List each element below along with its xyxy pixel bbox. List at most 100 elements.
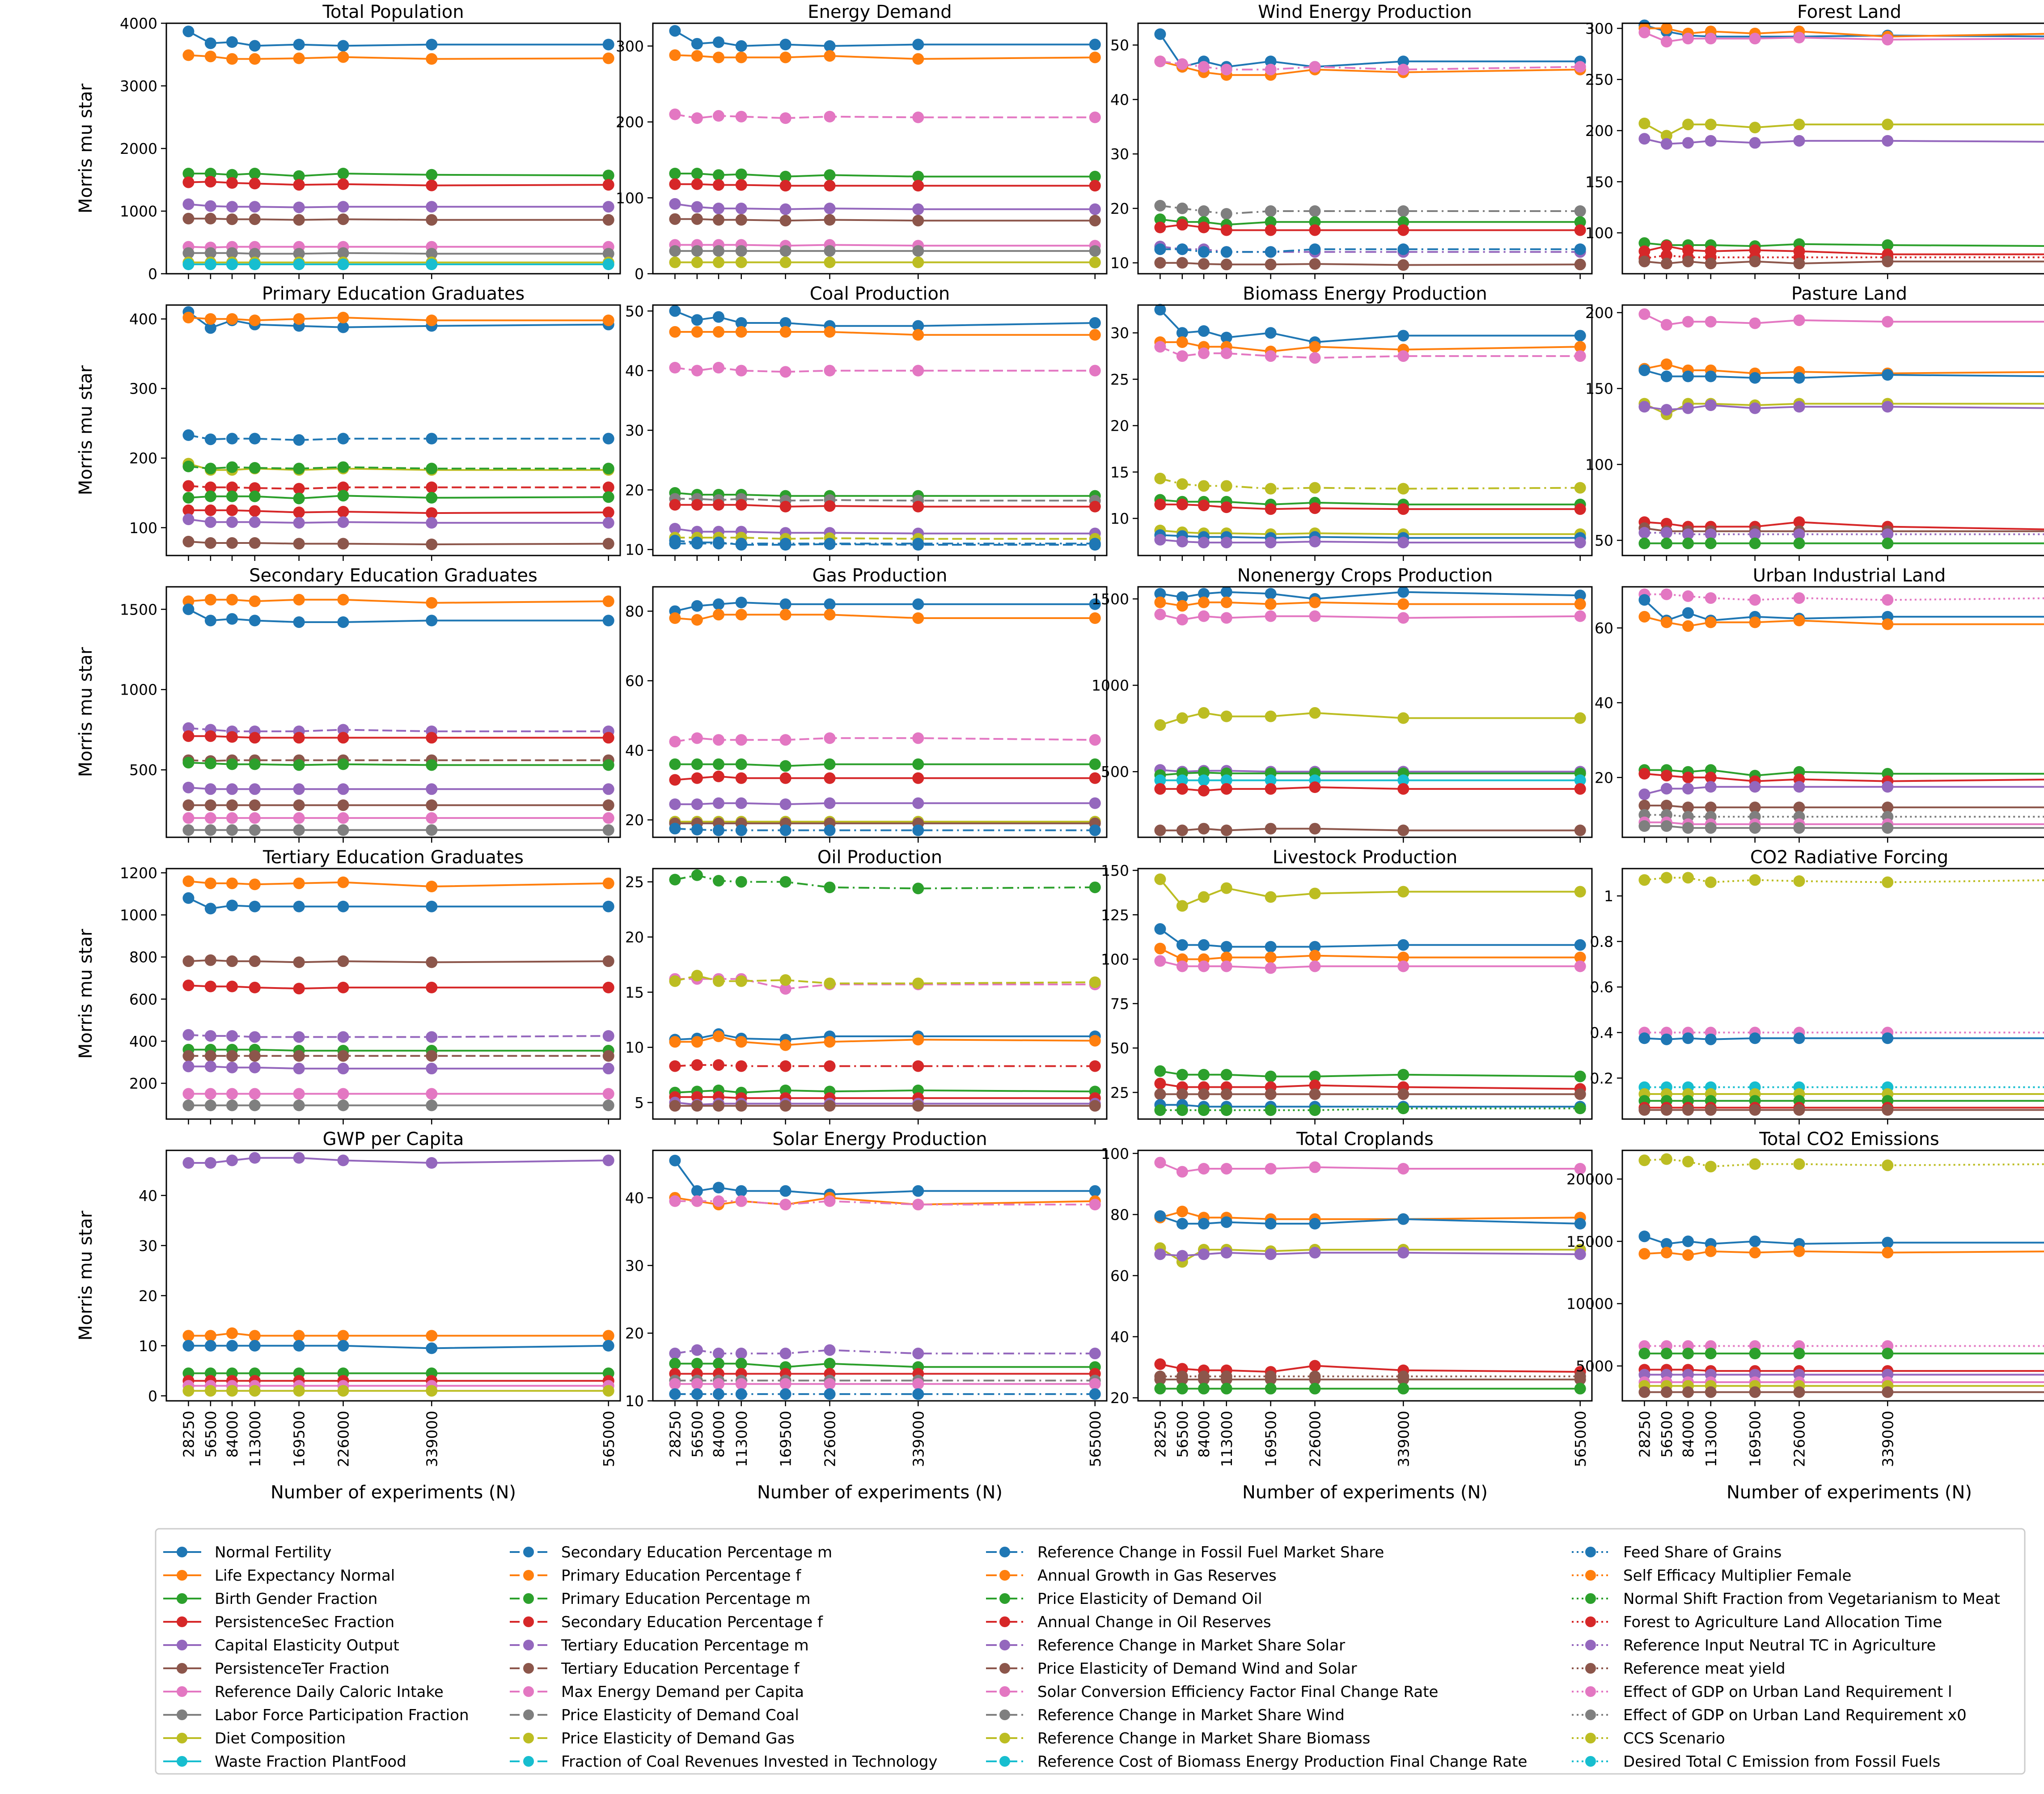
subplot-title: Urban Industrial Land bbox=[1753, 565, 1946, 586]
subplot: Gas Production 20 40 60 80 bbox=[625, 565, 1108, 843]
data-point bbox=[1574, 610, 1586, 622]
data-point bbox=[824, 245, 836, 257]
data-point bbox=[779, 772, 791, 784]
y-tick-label: 125 bbox=[1101, 906, 1129, 924]
y-tick-label: 10 bbox=[625, 541, 644, 559]
data-point bbox=[713, 1195, 724, 1207]
data-point bbox=[249, 758, 261, 770]
series-line bbox=[1638, 308, 2044, 331]
data-point bbox=[1265, 246, 1277, 258]
y-tick-label: 150 bbox=[1585, 380, 1613, 398]
legend-marker bbox=[177, 1640, 187, 1650]
data-point bbox=[1682, 620, 1694, 632]
legend-marker bbox=[523, 1570, 534, 1581]
data-point bbox=[1309, 1360, 1321, 1372]
data-point bbox=[912, 977, 924, 989]
legend-entry: Price Elasticity of Demand Coal bbox=[510, 1706, 799, 1724]
data-point bbox=[669, 874, 681, 886]
series-line bbox=[669, 362, 1101, 378]
x-tick-label: 226000 bbox=[821, 1411, 839, 1467]
data-point bbox=[691, 1195, 703, 1207]
data-point bbox=[1574, 243, 1586, 255]
y-tick-label: 15 bbox=[1110, 463, 1129, 481]
data-point bbox=[426, 1342, 438, 1354]
y-tick-label: 20 bbox=[1110, 417, 1129, 435]
data-point bbox=[249, 732, 261, 744]
data-point bbox=[1154, 199, 1166, 212]
x-tick-label: 56500 bbox=[1174, 1411, 1191, 1458]
data-point bbox=[1397, 536, 1409, 548]
data-point bbox=[691, 1357, 703, 1370]
data-point bbox=[1749, 372, 1761, 384]
data-point bbox=[691, 201, 703, 213]
legend-entry: Reference Change in Market Share Solar bbox=[986, 1637, 1345, 1654]
data-point bbox=[426, 615, 438, 627]
data-point bbox=[735, 256, 747, 268]
data-point bbox=[1176, 774, 1188, 786]
data-point bbox=[1749, 528, 1761, 540]
data-point bbox=[249, 1099, 261, 1111]
data-point bbox=[1220, 331, 1232, 344]
data-point bbox=[1749, 822, 1761, 834]
data-point bbox=[1749, 616, 1761, 628]
y-tick-label: 20 bbox=[139, 1287, 157, 1305]
series-line bbox=[182, 757, 614, 771]
data-point bbox=[1309, 1383, 1321, 1395]
data-point bbox=[204, 200, 216, 212]
data-point bbox=[426, 462, 438, 475]
subplot-title: Forest Land bbox=[1797, 2, 1901, 22]
data-point bbox=[226, 877, 238, 889]
data-point bbox=[602, 170, 614, 182]
data-point bbox=[226, 758, 238, 770]
data-point bbox=[1882, 34, 1894, 46]
series-line bbox=[669, 305, 1101, 332]
data-point bbox=[337, 538, 349, 550]
y-tick-label: 1000 bbox=[120, 681, 157, 699]
subplot: Total CO2 Emissions 5000 10000 15000 20000 28… bbox=[1566, 1129, 2044, 1503]
subplot: Coal Production 10 20 30 40 50 bbox=[625, 284, 1108, 561]
data-point bbox=[1220, 1069, 1232, 1081]
data-point bbox=[779, 1039, 791, 1051]
data-point bbox=[226, 213, 238, 225]
data-point bbox=[669, 326, 681, 338]
series-line bbox=[1638, 118, 2044, 142]
legend-entry: Annual Change in Oil Reserves bbox=[986, 1613, 1271, 1631]
data-point bbox=[1793, 1032, 1805, 1044]
series-path bbox=[188, 727, 609, 733]
data-point bbox=[1220, 1162, 1232, 1175]
data-point bbox=[426, 517, 438, 529]
data-point bbox=[713, 36, 724, 48]
data-point bbox=[293, 983, 305, 995]
data-point bbox=[337, 783, 349, 795]
data-point bbox=[1198, 536, 1210, 548]
data-point bbox=[293, 616, 305, 628]
y-tick-label: 40 bbox=[1595, 694, 1613, 712]
series-line bbox=[669, 198, 1101, 215]
data-point bbox=[293, 313, 305, 325]
data-point bbox=[293, 1031, 305, 1043]
data-point bbox=[1220, 1383, 1232, 1395]
data-point bbox=[824, 1195, 836, 1207]
data-point bbox=[1176, 1383, 1188, 1395]
data-point bbox=[691, 798, 703, 810]
series-line bbox=[1154, 1088, 1586, 1100]
data-point bbox=[293, 38, 305, 51]
data-point bbox=[1220, 501, 1232, 513]
data-point bbox=[1397, 939, 1409, 951]
data-point bbox=[1176, 243, 1188, 255]
legend-label: Solar Conversion Efficiency Factor Final… bbox=[1037, 1683, 1438, 1701]
data-point bbox=[691, 1185, 703, 1197]
subplot-title: Energy Demand bbox=[808, 2, 952, 22]
data-point bbox=[1397, 951, 1409, 963]
y-tick-label: 200 bbox=[1585, 304, 1613, 322]
y-tick-label: 75 bbox=[1110, 995, 1129, 1013]
legend-entry: Reference Input Neutral TC in Agricultur… bbox=[1572, 1637, 1936, 1654]
data-point bbox=[1574, 598, 1586, 610]
data-point bbox=[1309, 1217, 1321, 1230]
data-point bbox=[249, 259, 261, 270]
legend-entry: Reference meat yield bbox=[1572, 1660, 1786, 1678]
data-point bbox=[1089, 824, 1101, 836]
data-point bbox=[1638, 1248, 1650, 1260]
data-point bbox=[1638, 537, 1650, 549]
